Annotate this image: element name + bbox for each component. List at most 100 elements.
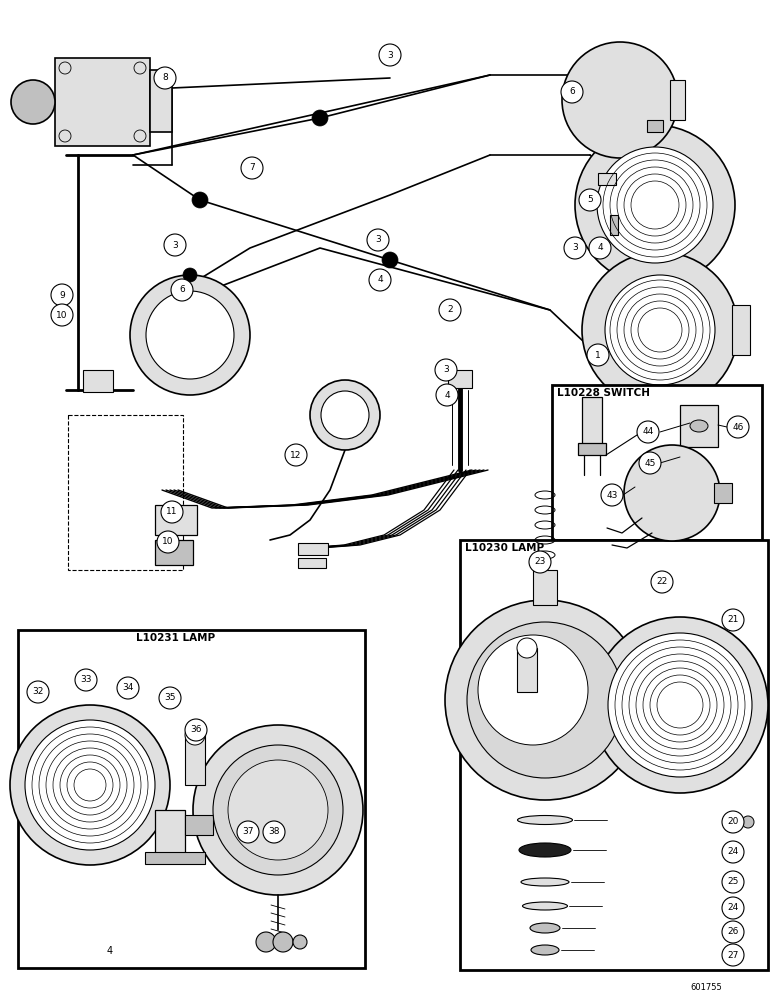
Bar bbox=[145, 852, 205, 864]
Text: 22: 22 bbox=[656, 578, 668, 586]
Circle shape bbox=[51, 284, 73, 306]
Bar bbox=[298, 543, 328, 555]
Circle shape bbox=[134, 130, 146, 142]
Circle shape bbox=[185, 719, 207, 741]
Circle shape bbox=[564, 237, 586, 259]
Circle shape bbox=[445, 600, 645, 800]
Text: 4: 4 bbox=[378, 275, 383, 284]
Circle shape bbox=[722, 609, 744, 631]
Text: 33: 33 bbox=[80, 676, 92, 684]
Circle shape bbox=[159, 687, 181, 709]
Text: 3: 3 bbox=[572, 243, 578, 252]
Circle shape bbox=[10, 705, 170, 865]
Bar bbox=[155, 810, 185, 858]
Text: 45: 45 bbox=[645, 458, 655, 468]
Circle shape bbox=[467, 622, 623, 778]
Text: 25: 25 bbox=[727, 878, 739, 886]
Circle shape bbox=[228, 760, 328, 860]
Circle shape bbox=[722, 811, 744, 833]
Circle shape bbox=[727, 416, 749, 438]
Ellipse shape bbox=[690, 420, 708, 432]
Bar bbox=[185, 735, 205, 785]
Text: 3: 3 bbox=[375, 235, 381, 244]
Circle shape bbox=[171, 279, 193, 301]
Circle shape bbox=[241, 157, 263, 179]
Text: 3: 3 bbox=[387, 50, 393, 60]
Circle shape bbox=[157, 531, 179, 553]
Circle shape bbox=[154, 67, 176, 89]
Text: 32: 32 bbox=[32, 688, 44, 696]
Circle shape bbox=[605, 275, 715, 385]
Ellipse shape bbox=[523, 902, 567, 910]
Text: 9: 9 bbox=[59, 290, 65, 300]
Circle shape bbox=[310, 380, 380, 450]
Circle shape bbox=[742, 816, 754, 828]
Circle shape bbox=[183, 268, 197, 282]
Text: 11: 11 bbox=[166, 508, 178, 516]
Bar bbox=[150, 70, 172, 132]
Text: 1: 1 bbox=[595, 351, 601, 360]
Bar bbox=[155, 540, 193, 565]
Circle shape bbox=[256, 932, 276, 952]
Circle shape bbox=[382, 252, 398, 268]
Circle shape bbox=[722, 871, 744, 893]
Text: 10: 10 bbox=[162, 538, 174, 546]
Circle shape bbox=[285, 444, 307, 466]
Bar bbox=[517, 648, 537, 692]
Text: 24: 24 bbox=[727, 904, 739, 912]
Text: 44: 44 bbox=[642, 428, 654, 436]
Circle shape bbox=[51, 304, 73, 326]
Bar bbox=[298, 558, 326, 568]
Circle shape bbox=[436, 384, 458, 406]
Text: 4: 4 bbox=[444, 390, 450, 399]
Circle shape bbox=[624, 445, 720, 541]
Circle shape bbox=[193, 725, 363, 895]
Circle shape bbox=[722, 944, 744, 966]
Bar bbox=[670, 80, 685, 120]
Bar bbox=[598, 173, 616, 185]
Circle shape bbox=[562, 42, 678, 158]
Circle shape bbox=[517, 638, 537, 658]
Ellipse shape bbox=[530, 923, 560, 933]
Bar bbox=[647, 120, 663, 132]
Circle shape bbox=[25, 720, 155, 850]
Text: 35: 35 bbox=[164, 694, 176, 702]
Circle shape bbox=[439, 299, 461, 321]
Bar bbox=[155, 505, 197, 535]
Circle shape bbox=[146, 291, 234, 379]
Circle shape bbox=[722, 841, 744, 863]
Bar bbox=[55, 58, 150, 146]
Circle shape bbox=[639, 452, 661, 474]
Circle shape bbox=[592, 617, 768, 793]
Circle shape bbox=[579, 189, 601, 211]
Text: 36: 36 bbox=[190, 726, 201, 734]
Text: 20: 20 bbox=[727, 818, 739, 826]
Circle shape bbox=[601, 484, 623, 506]
Circle shape bbox=[367, 229, 389, 251]
Text: 12: 12 bbox=[290, 450, 302, 460]
Circle shape bbox=[130, 275, 250, 395]
Bar bbox=[552, 385, 762, 540]
Circle shape bbox=[263, 821, 285, 843]
Ellipse shape bbox=[521, 878, 569, 886]
Text: 601755: 601755 bbox=[690, 983, 722, 992]
Text: 5: 5 bbox=[587, 196, 593, 205]
Circle shape bbox=[379, 44, 401, 66]
Bar bbox=[680, 405, 718, 447]
Circle shape bbox=[608, 633, 752, 777]
Circle shape bbox=[312, 110, 328, 126]
Circle shape bbox=[478, 635, 588, 745]
Text: 4: 4 bbox=[107, 946, 113, 956]
Text: 6: 6 bbox=[179, 286, 185, 294]
Circle shape bbox=[237, 821, 259, 843]
Circle shape bbox=[164, 234, 186, 256]
Circle shape bbox=[321, 391, 369, 439]
Bar bbox=[448, 370, 472, 388]
Circle shape bbox=[117, 677, 139, 699]
Text: 38: 38 bbox=[268, 828, 279, 836]
Text: 3: 3 bbox=[443, 365, 449, 374]
Text: 24: 24 bbox=[727, 848, 739, 856]
Text: 27: 27 bbox=[727, 950, 739, 960]
Text: 37: 37 bbox=[242, 828, 254, 836]
Text: L10230 LAMP: L10230 LAMP bbox=[465, 543, 544, 553]
